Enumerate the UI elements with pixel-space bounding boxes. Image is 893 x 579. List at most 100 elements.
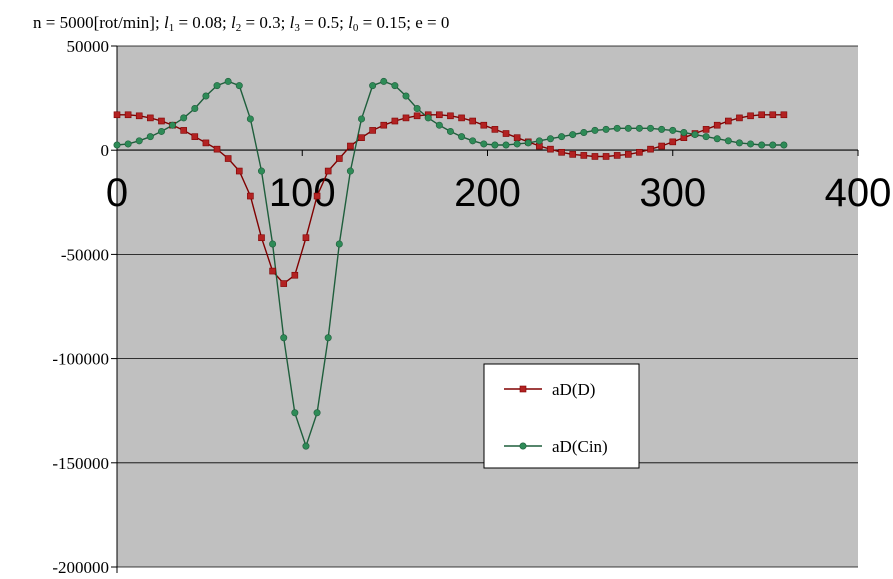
- data-point-aD-D-19: [324, 167, 332, 175]
- data-point-aD-D-50: [669, 138, 677, 146]
- data-point-aD-Cin-22: [358, 115, 366, 123]
- y-tick-label-5: -200000: [52, 558, 109, 577]
- data-point-aD-D-27: [413, 112, 421, 120]
- data-point-aD-Cin-53: [702, 133, 710, 141]
- title-l1-subscript: 1: [168, 22, 175, 34]
- data-point-aD-Cin-31: [458, 133, 466, 141]
- data-point-aD-D-42: [580, 152, 588, 159]
- data-point-aD-Cin-39: [546, 135, 554, 143]
- data-point-aD-Cin-24: [380, 77, 388, 85]
- data-point-aD-D-9: [213, 145, 221, 153]
- x-tick-label-4: 400: [825, 171, 892, 215]
- data-point-aD-D-8: [202, 139, 210, 147]
- data-point-aD-Cin-59: [769, 141, 777, 149]
- data-point-aD-D-35: [502, 130, 510, 137]
- data-point-aD-D-57: [747, 112, 754, 120]
- data-point-aD-D-30: [447, 112, 454, 120]
- data-point-aD-D-39: [547, 145, 554, 153]
- data-point-aD-D-13: [258, 234, 265, 242]
- data-point-aD-D-6: [180, 127, 187, 134]
- data-point-aD-D-53: [702, 126, 710, 133]
- data-point-aD-Cin-34: [491, 141, 499, 149]
- data-point-aD-Cin-23: [369, 82, 377, 90]
- data-point-aD-D-43: [591, 153, 599, 160]
- data-point-aD-Cin-16: [291, 409, 299, 417]
- legend-label-aD-Cin: aD(Cin): [552, 437, 608, 456]
- data-point-aD-Cin-52: [691, 131, 699, 139]
- title-speed: n = 5000[rot/min]: [33, 13, 155, 32]
- data-point-aD-D-4: [158, 117, 165, 125]
- data-point-aD-D-32: [469, 117, 476, 125]
- data-point-aD-Cin-2: [135, 137, 143, 145]
- data-point-aD-Cin-44: [602, 125, 610, 133]
- data-point-aD-D-36: [513, 134, 521, 141]
- data-point-aD-Cin-11: [235, 82, 243, 90]
- data-point-aD-D-11: [235, 167, 243, 175]
- data-point-aD-Cin-7: [191, 105, 199, 113]
- title-l1-value: = 0.08: [174, 13, 223, 32]
- title-l2-subscript: 2: [235, 22, 242, 34]
- data-point-aD-Cin-15: [280, 334, 288, 342]
- data-point-aD-Cin-57: [747, 140, 755, 148]
- title-l3-symbol: l: [289, 13, 295, 32]
- data-point-aD-D-45: [613, 152, 621, 159]
- data-point-aD-D-23: [369, 127, 376, 134]
- data-point-aD-Cin-8: [202, 92, 210, 100]
- data-point-aD-Cin-18: [313, 409, 321, 417]
- data-point-aD-D-29: [436, 111, 443, 119]
- data-point-aD-Cin-1: [124, 140, 132, 148]
- data-point-aD-Cin-33: [480, 140, 488, 148]
- y-tick-label-3: -100000: [52, 350, 109, 369]
- data-point-aD-D-3: [147, 114, 154, 122]
- data-point-aD-D-1: [124, 111, 132, 119]
- legend-box: [483, 363, 640, 469]
- data-point-aD-Cin-27: [413, 105, 421, 113]
- data-point-aD-Cin-49: [658, 125, 666, 133]
- title-eccentricity: e = 0: [415, 13, 450, 32]
- data-point-aD-Cin-5: [169, 121, 177, 129]
- data-point-aD-Cin-32: [469, 137, 477, 145]
- data-point-aD-Cin-6: [180, 114, 188, 122]
- data-point-aD-Cin-20: [335, 240, 343, 248]
- title-l2-value: = 0.3: [241, 13, 281, 32]
- y-tick-label-0: 50000: [67, 37, 110, 56]
- data-point-aD-D-15: [280, 280, 288, 287]
- data-point-aD-Cin-13: [257, 167, 265, 175]
- data-point-aD-D-40: [558, 148, 565, 156]
- data-point-aD-D-56: [736, 114, 743, 122]
- data-point-aD-Cin-40: [558, 133, 566, 141]
- series-markers: [113, 77, 788, 450]
- data-point-aD-Cin-26: [402, 92, 410, 100]
- data-point-aD-Cin-12: [246, 115, 254, 123]
- data-point-aD-Cin-55: [724, 137, 732, 145]
- legend: aD(D) aD(Cin): [483, 363, 640, 469]
- data-point-aD-D-55: [725, 117, 732, 125]
- data-point-aD-D-12: [247, 192, 254, 200]
- data-point-aD-Cin-50: [669, 126, 677, 134]
- data-point-aD-D-18: [313, 192, 321, 200]
- title-l3-subscript: 3: [294, 22, 300, 34]
- data-point-aD-Cin-54: [713, 135, 721, 143]
- data-point-aD-Cin-3: [146, 133, 154, 141]
- data-point-aD-Cin-17: [302, 442, 310, 450]
- y-tick-label-1: 0: [101, 141, 110, 160]
- data-point-aD-D-14: [269, 267, 276, 275]
- y-tick-label-4: -150000: [52, 454, 109, 473]
- data-point-aD-Cin-37: [524, 139, 532, 147]
- data-point-aD-D-54: [713, 121, 721, 129]
- data-point-aD-D-22: [358, 134, 365, 141]
- data-point-aD-Cin-35: [502, 141, 510, 149]
- x-tick-label-0: 0: [106, 171, 128, 215]
- data-point-aD-Cin-47: [635, 124, 643, 132]
- legend-marker-aD-D: [519, 385, 527, 393]
- data-point-aD-D-10: [224, 155, 232, 162]
- title-l0-subscript: 0: [352, 22, 359, 34]
- x-tick-label-3: 300: [639, 171, 706, 215]
- data-point-aD-Cin-29: [435, 121, 443, 129]
- data-point-aD-Cin-36: [513, 140, 521, 148]
- title-l0-value: = 0.15: [358, 13, 407, 32]
- data-point-aD-Cin-42: [580, 128, 588, 136]
- legend-label-aD-D: aD(D): [552, 380, 595, 399]
- data-point-aD-Cin-56: [735, 139, 743, 147]
- title-l0-symbol: l: [348, 13, 353, 32]
